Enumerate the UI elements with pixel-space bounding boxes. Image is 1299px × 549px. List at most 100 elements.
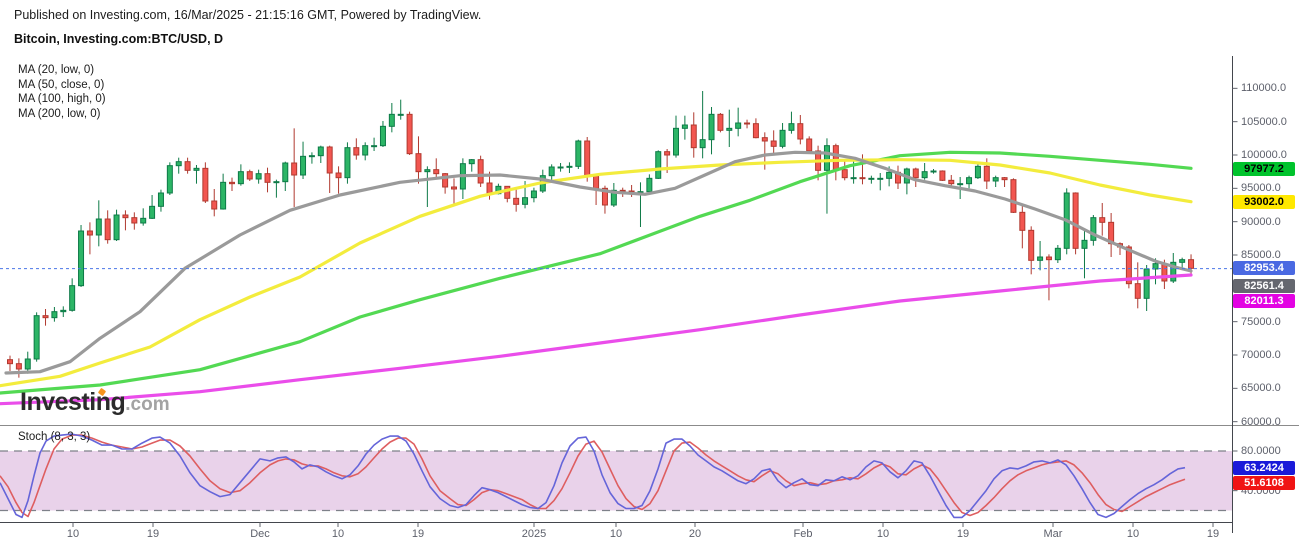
price-axis-label: 85000.0	[1241, 249, 1281, 261]
price-axis-label: 105000.0	[1241, 115, 1287, 128]
candle-body	[726, 127, 733, 131]
candle-body	[220, 181, 227, 210]
candle-body	[33, 315, 40, 360]
candle-body	[335, 172, 342, 179]
candle-body	[229, 181, 235, 185]
candle-body	[601, 187, 608, 206]
time-axis-label: 19	[411, 528, 425, 540]
candle-body	[966, 177, 973, 185]
time-axis-label: 10	[609, 528, 623, 540]
candle-body	[699, 139, 706, 149]
ma-line-MA(50, close)	[0, 158, 1193, 388]
candle-body	[317, 146, 324, 157]
candle-body	[353, 147, 360, 156]
candle-body	[708, 113, 715, 141]
candle-body	[877, 177, 884, 180]
candle-body	[1001, 177, 1008, 181]
time-axis-label: Dec	[250, 528, 270, 540]
time-axis-label: 19	[1206, 528, 1220, 540]
candle-body	[326, 146, 333, 174]
time-axis-label: 10	[66, 528, 80, 540]
logo-text: Investing	[20, 388, 126, 416]
candle-body	[308, 155, 315, 158]
candle-body	[1028, 229, 1035, 261]
candle-body	[823, 145, 830, 171]
ma-line-MA(20, low)	[4, 150, 1193, 375]
candle-body	[211, 200, 218, 210]
candle-body	[788, 123, 795, 131]
candle-body	[291, 162, 298, 176]
candle-body	[1045, 256, 1052, 261]
candle-body	[974, 165, 981, 179]
candle-body	[1072, 192, 1079, 249]
price-axis-label: 95000.0	[1241, 182, 1281, 195]
candle-body	[752, 123, 759, 139]
candle-body	[522, 197, 529, 205]
candle-body	[832, 145, 839, 171]
candle-body	[992, 177, 999, 182]
candle-body	[859, 177, 866, 180]
ma100-value-badge: 97977.2	[1233, 162, 1295, 176]
candle-body	[193, 167, 200, 171]
candle-body	[282, 162, 289, 183]
stoch-d-value-badge: 51.6108	[1233, 476, 1295, 490]
candle-body	[1143, 268, 1150, 299]
candle-body	[42, 315, 49, 319]
candle-body	[300, 155, 307, 176]
candle-body	[1037, 256, 1044, 261]
time-axis-label: 20	[688, 528, 702, 540]
stoch-axis-label: 80.0000	[1241, 445, 1281, 457]
candle-body	[424, 169, 431, 173]
candle-body	[646, 177, 653, 193]
candle-body	[122, 214, 129, 219]
stoch-k-value-badge: 63.2424	[1233, 461, 1295, 475]
time-axis-label: 19	[956, 528, 970, 540]
candle-body	[273, 181, 280, 184]
ma-legend: MA (20, low, 0) MA (50, close, 0) MA (10…	[18, 63, 106, 121]
candle-body	[939, 170, 946, 181]
ma-line-MA(100, high)	[0, 150, 1193, 395]
candle-body	[237, 171, 244, 185]
candle-body	[1081, 239, 1088, 249]
candle-body	[140, 217, 147, 224]
candle-body	[948, 179, 955, 185]
candle-body	[850, 177, 857, 180]
candle-body	[806, 138, 813, 152]
candle-body	[690, 124, 697, 149]
published-line: Published on Investing.com, 16/Mar/2025 …	[14, 8, 482, 22]
candle-body	[15, 363, 22, 370]
ma-legend-item-200: MA (200, low, 0)	[18, 107, 101, 120]
candle-body	[735, 122, 742, 129]
candle-body	[1152, 263, 1159, 270]
candle-body	[477, 159, 484, 184]
candle-body	[442, 173, 449, 188]
candle-body	[797, 123, 804, 140]
chart-title: Bitcoin, Investing.com:BTC/USD, D	[14, 32, 224, 46]
candle-body	[912, 168, 919, 179]
candle-body	[1099, 217, 1106, 223]
last-price-badge: 82953.4	[1233, 261, 1295, 275]
candle-body	[7, 359, 13, 365]
candle-body	[131, 217, 138, 224]
candle-body	[24, 358, 31, 370]
candle-body	[983, 165, 990, 182]
time-axis-label: 10	[1126, 528, 1140, 540]
candle-body	[761, 137, 768, 142]
candle-body	[610, 189, 617, 206]
candle-body	[1188, 259, 1195, 269]
time-axis-label: 19	[146, 528, 160, 540]
time-axis-label: 2025	[521, 528, 547, 540]
ma200-value-badge: 82011.3	[1233, 294, 1295, 308]
candle-body	[530, 190, 537, 199]
candle-body	[1179, 259, 1186, 263]
price-axis-label: 100000.0	[1241, 149, 1287, 161]
candle-body	[415, 153, 422, 173]
candle-body	[255, 173, 262, 180]
candle-body	[486, 182, 493, 195]
candle-body	[104, 218, 111, 241]
candle-body	[1125, 246, 1132, 285]
candle-body	[681, 124, 688, 129]
price-axis-label: 90000.0	[1241, 215, 1281, 228]
candle-body	[921, 171, 928, 179]
